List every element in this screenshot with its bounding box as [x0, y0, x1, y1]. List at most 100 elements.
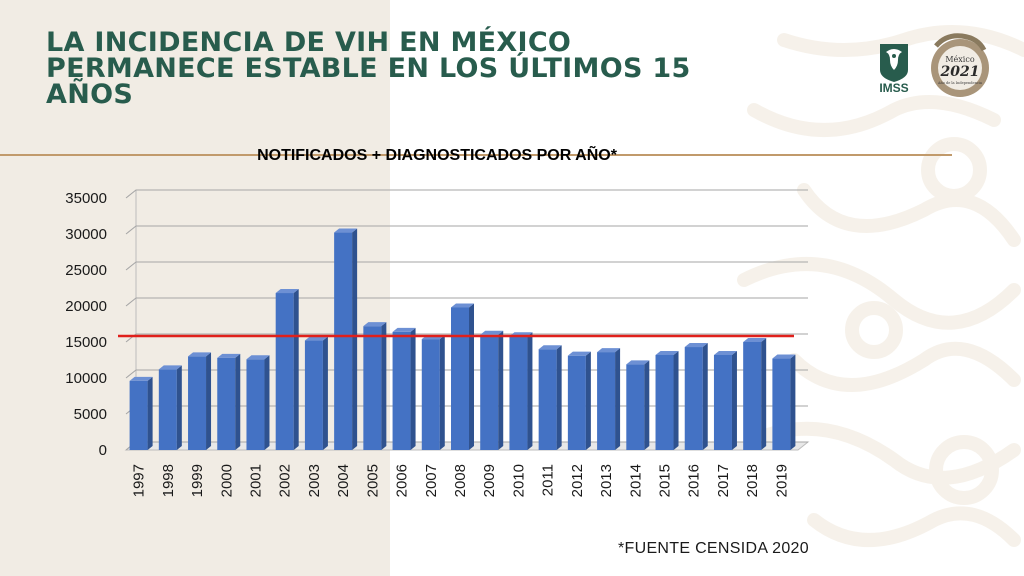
bar — [743, 342, 762, 450]
source-note: *FUENTE CENSIDA 2020 — [618, 540, 809, 557]
gridline — [125, 189, 808, 199]
bar-side — [206, 352, 212, 450]
bar-side — [702, 343, 708, 450]
gridline — [125, 261, 808, 271]
bar — [421, 339, 440, 450]
bar — [480, 334, 499, 450]
bar-top — [363, 322, 387, 327]
x-tick-label: 2015 — [657, 464, 674, 497]
bar — [392, 331, 411, 450]
title-divider — [0, 154, 952, 156]
y-tick-label: 30000 — [65, 226, 107, 243]
bar-side — [731, 350, 737, 450]
bar — [363, 326, 382, 450]
bar-top — [626, 360, 650, 365]
bar-top — [567, 351, 591, 356]
x-tick-label: 2009 — [481, 464, 498, 497]
gridline — [125, 333, 808, 343]
bar — [304, 340, 323, 450]
bar — [509, 336, 528, 450]
bar — [538, 349, 557, 450]
bar-top — [451, 303, 474, 308]
y-tick-label: 35000 — [65, 190, 107, 207]
bar — [334, 232, 353, 450]
bar-side — [264, 355, 270, 450]
bar-side — [644, 360, 650, 450]
bar — [567, 355, 586, 450]
bar-side — [176, 365, 182, 450]
x-tick-label: 2004 — [335, 464, 352, 497]
seal-text: México — [945, 55, 974, 64]
x-tick-label: 2007 — [423, 464, 440, 497]
bar-side — [439, 335, 445, 450]
bar-side — [761, 338, 767, 450]
x-tick-label: 2006 — [394, 464, 411, 497]
mexico-2021-seal: México 2021 Año de la Independencia — [931, 33, 989, 97]
x-tick-label: 2014 — [627, 464, 644, 497]
bar-top — [597, 348, 621, 353]
bar — [772, 358, 791, 450]
bar-top — [538, 345, 562, 350]
x-tick-label: 2011 — [540, 464, 557, 496]
bar-side — [235, 353, 241, 450]
bar-top — [129, 376, 153, 381]
imss-logo-text: IMSS — [879, 81, 908, 94]
bar — [246, 359, 265, 450]
x-tick-label: 2017 — [715, 464, 732, 497]
y-tick-label: 20000 — [65, 298, 107, 315]
bar-side — [790, 354, 796, 450]
y-tick-label: 10000 — [65, 370, 107, 387]
x-tick-label: 2016 — [686, 464, 703, 497]
slide-title: LA INCIDENCIA DE VIH EN MÉXICO PERMANECE… — [46, 27, 691, 110]
x-tick-label: 2000 — [218, 464, 235, 497]
bar-top — [246, 355, 270, 360]
bar-side — [585, 351, 591, 450]
bar-side — [410, 327, 416, 450]
x-tick-label: 2008 — [452, 464, 469, 497]
x-tick-label: 2001 — [247, 464, 264, 497]
bar-top — [392, 327, 416, 332]
bar-top — [480, 330, 504, 335]
bar — [275, 293, 294, 450]
bar — [129, 380, 148, 450]
gridline — [125, 297, 808, 307]
bar-side — [556, 345, 562, 450]
bar-top — [188, 352, 212, 357]
bar-side — [322, 336, 328, 450]
x-tick-label: 2003 — [306, 464, 323, 497]
bar — [217, 357, 236, 450]
left-panel — [0, 0, 390, 576]
bar-side — [352, 228, 358, 450]
y-tick-label: 5000 — [74, 406, 107, 423]
y-tick-label: 0 — [99, 442, 107, 459]
bar — [597, 352, 616, 450]
bar-top — [743, 338, 767, 342]
x-tick-label: 2010 — [510, 464, 527, 497]
y-tick-label: 15000 — [65, 334, 107, 351]
x-tick-label: 2012 — [569, 464, 586, 497]
x-tick-label: 2005 — [364, 464, 381, 497]
x-tick-label: 1998 — [160, 464, 177, 497]
imss-logo: IMSS — [879, 44, 909, 94]
bar-side — [615, 348, 621, 450]
chart-title: NOTIFICADOS + DIAGNOSTICADOS POR AÑO* — [257, 147, 617, 164]
bar-top — [655, 350, 679, 355]
bar-side — [381, 322, 387, 450]
bar-top — [334, 228, 358, 233]
bar — [451, 307, 469, 450]
seal-year: 2021 — [940, 64, 980, 80]
gridline — [125, 225, 808, 235]
bar — [188, 356, 207, 450]
x-tick-label: 2019 — [773, 464, 790, 497]
bar-side — [147, 376, 153, 450]
decorative-pattern — [737, 25, 1024, 547]
y-tick-label: 25000 — [65, 262, 107, 279]
bar-top — [158, 365, 182, 370]
bar-top — [304, 336, 328, 341]
bar — [713, 354, 732, 450]
bar-top — [684, 343, 708, 348]
bar-top — [713, 350, 737, 355]
bar — [655, 354, 674, 450]
bar-side — [527, 332, 533, 450]
x-tick-label: 2018 — [744, 464, 761, 497]
